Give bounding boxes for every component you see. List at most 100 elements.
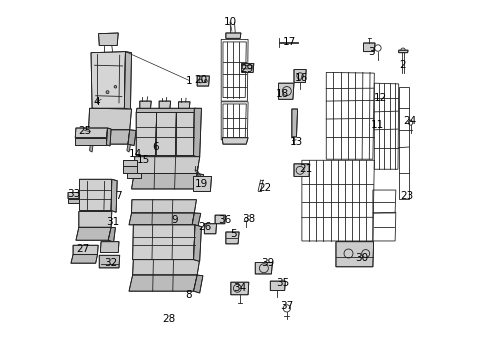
Text: 21: 21 bbox=[299, 164, 312, 174]
Polygon shape bbox=[129, 275, 197, 291]
Text: 15: 15 bbox=[137, 155, 150, 165]
Ellipse shape bbox=[114, 86, 117, 88]
Polygon shape bbox=[270, 281, 285, 291]
Polygon shape bbox=[194, 174, 203, 191]
Polygon shape bbox=[178, 102, 190, 108]
Text: 25: 25 bbox=[78, 126, 91, 135]
Polygon shape bbox=[68, 199, 79, 203]
Text: 13: 13 bbox=[289, 137, 303, 147]
Polygon shape bbox=[86, 130, 129, 144]
Polygon shape bbox=[76, 227, 111, 240]
Text: 16: 16 bbox=[294, 73, 307, 83]
Polygon shape bbox=[230, 282, 248, 295]
Polygon shape bbox=[398, 50, 407, 53]
Polygon shape bbox=[204, 224, 216, 234]
Polygon shape bbox=[71, 255, 97, 263]
Polygon shape bbox=[132, 225, 195, 260]
Text: 27: 27 bbox=[76, 244, 89, 254]
Text: 28: 28 bbox=[162, 314, 176, 324]
Polygon shape bbox=[79, 212, 112, 227]
Polygon shape bbox=[222, 138, 247, 144]
Polygon shape bbox=[291, 109, 297, 137]
Polygon shape bbox=[197, 76, 209, 86]
Text: 18: 18 bbox=[276, 89, 289, 99]
Text: 17: 17 bbox=[282, 37, 295, 47]
Polygon shape bbox=[193, 225, 201, 261]
Polygon shape bbox=[192, 213, 201, 226]
Polygon shape bbox=[129, 213, 194, 225]
Text: 2: 2 bbox=[398, 60, 405, 70]
Ellipse shape bbox=[106, 91, 109, 94]
Text: 7: 7 bbox=[115, 191, 122, 201]
Polygon shape bbox=[225, 33, 241, 39]
Polygon shape bbox=[193, 176, 211, 192]
Text: 35: 35 bbox=[276, 278, 289, 288]
Polygon shape bbox=[225, 232, 239, 244]
Polygon shape bbox=[134, 157, 199, 174]
Polygon shape bbox=[100, 242, 119, 252]
Polygon shape bbox=[128, 130, 136, 145]
Polygon shape bbox=[108, 227, 115, 242]
Polygon shape bbox=[99, 33, 118, 45]
Polygon shape bbox=[73, 245, 98, 255]
Polygon shape bbox=[80, 179, 112, 211]
Polygon shape bbox=[293, 164, 309, 176]
Polygon shape bbox=[131, 200, 196, 213]
Text: 34: 34 bbox=[233, 283, 246, 293]
Polygon shape bbox=[255, 262, 272, 274]
Polygon shape bbox=[241, 63, 253, 72]
Polygon shape bbox=[335, 242, 373, 267]
Text: 29: 29 bbox=[240, 64, 253, 74]
Polygon shape bbox=[75, 138, 106, 145]
Polygon shape bbox=[123, 160, 137, 166]
Polygon shape bbox=[293, 69, 305, 82]
Polygon shape bbox=[124, 51, 131, 110]
Text: 14: 14 bbox=[129, 149, 142, 159]
Text: 11: 11 bbox=[370, 121, 383, 130]
Polygon shape bbox=[136, 108, 196, 113]
Polygon shape bbox=[175, 113, 194, 156]
Text: 38: 38 bbox=[242, 214, 255, 224]
Polygon shape bbox=[131, 174, 197, 189]
Polygon shape bbox=[75, 128, 107, 138]
Polygon shape bbox=[123, 166, 137, 173]
Polygon shape bbox=[136, 113, 156, 156]
Polygon shape bbox=[363, 43, 374, 51]
Polygon shape bbox=[68, 193, 80, 199]
Text: 33: 33 bbox=[67, 189, 81, 199]
Text: 22: 22 bbox=[258, 183, 271, 193]
Text: 37: 37 bbox=[280, 301, 293, 311]
Text: 36: 36 bbox=[218, 215, 231, 225]
Text: 31: 31 bbox=[106, 217, 119, 227]
Polygon shape bbox=[106, 128, 111, 146]
Text: 12: 12 bbox=[373, 93, 386, 103]
Polygon shape bbox=[193, 108, 201, 158]
Polygon shape bbox=[215, 215, 225, 224]
Text: 30: 30 bbox=[355, 253, 368, 263]
Text: 20: 20 bbox=[194, 75, 207, 85]
Polygon shape bbox=[89, 144, 93, 152]
Text: 26: 26 bbox=[198, 222, 211, 231]
Text: 4: 4 bbox=[93, 97, 100, 107]
Text: 3: 3 bbox=[367, 46, 374, 57]
Text: 39: 39 bbox=[261, 258, 274, 268]
Polygon shape bbox=[91, 51, 125, 108]
Polygon shape bbox=[132, 260, 199, 275]
Text: 5: 5 bbox=[229, 229, 236, 239]
Text: 9: 9 bbox=[171, 215, 178, 225]
Polygon shape bbox=[88, 108, 131, 130]
Polygon shape bbox=[278, 83, 293, 99]
Text: 10: 10 bbox=[223, 17, 236, 27]
Text: 23: 23 bbox=[399, 191, 412, 201]
Text: 8: 8 bbox=[185, 291, 192, 301]
Polygon shape bbox=[140, 101, 151, 108]
Polygon shape bbox=[159, 101, 170, 108]
Text: 1: 1 bbox=[185, 76, 192, 86]
Text: 19: 19 bbox=[194, 179, 208, 189]
Polygon shape bbox=[155, 113, 176, 156]
Polygon shape bbox=[193, 275, 203, 293]
Text: 32: 32 bbox=[104, 258, 118, 268]
Text: 6: 6 bbox=[152, 142, 159, 152]
Polygon shape bbox=[126, 173, 140, 178]
Polygon shape bbox=[126, 144, 130, 152]
